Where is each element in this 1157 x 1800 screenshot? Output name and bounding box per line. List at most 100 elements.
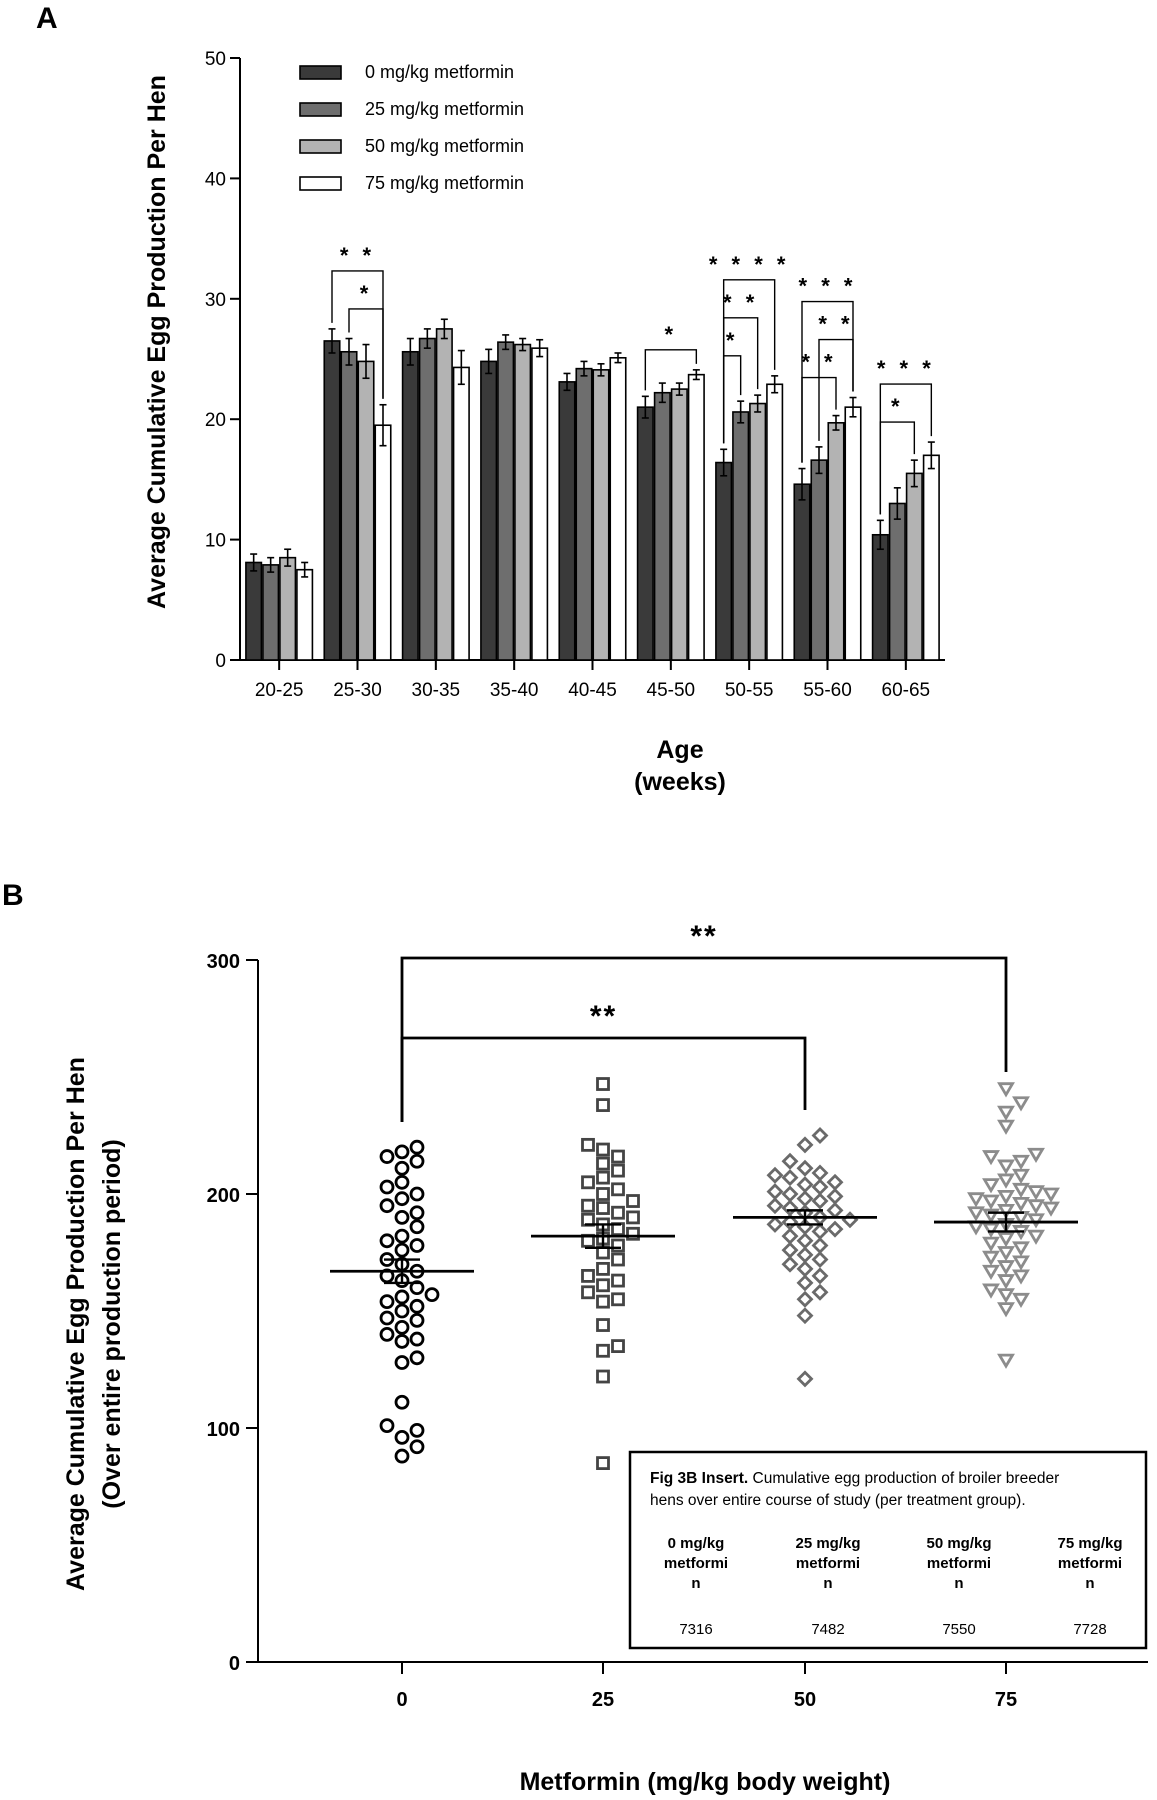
panel-a-xtick-label: 35-40	[490, 680, 539, 701]
panel-a-ytick-label: 0	[215, 651, 226, 672]
insert-column-header: n	[1085, 1575, 1094, 1592]
panel-a-bar	[418, 337, 436, 661]
panel-b-ytick-label: 200	[207, 1185, 240, 1207]
panel-a-xtick-label: 25-30	[333, 680, 382, 701]
panel-b-point	[379, 1198, 395, 1214]
panel-b-point	[394, 1160, 410, 1176]
panel-b-point	[394, 1334, 410, 1349]
panel-b-point	[394, 1210, 410, 1225]
panel-b-point	[1012, 1182, 1030, 1199]
panel-a-xtick-label: 60-65	[882, 680, 931, 701]
panel-b-point	[811, 1178, 829, 1196]
panel-b-point	[997, 1232, 1015, 1248]
insert-column-header: 75 mg/kg	[1057, 1535, 1122, 1552]
panel-b-point	[409, 1422, 425, 1438]
panel-b-point	[596, 1077, 610, 1091]
panel-a-legend-swatch	[299, 102, 342, 117]
panel-b-sig-bracket	[400, 956, 1008, 1122]
panel-b-point	[596, 1098, 610, 1112]
panel-a-sig-bracket	[644, 349, 698, 391]
panel-a-legend-swatch	[299, 139, 342, 154]
panel-b-point	[611, 1292, 625, 1307]
panel-b-point	[982, 1208, 1000, 1224]
panel-b-point	[811, 1251, 829, 1268]
panel-a-ytick-label: 40	[205, 169, 226, 190]
panel-a-xlabel-units: (weeks)	[634, 768, 726, 796]
panel-b-point	[1027, 1185, 1045, 1201]
panel-b-point	[379, 1327, 395, 1342]
panel-b-point	[409, 1350, 425, 1366]
panel-b-point	[811, 1237, 829, 1254]
panel-b-point	[581, 1198, 595, 1213]
insert-column-value: 7482	[811, 1621, 844, 1638]
panel-b-point	[409, 1280, 425, 1295]
panel-b-sig-label: **	[690, 920, 717, 953]
panel-b-label: B	[2, 879, 24, 912]
panel-b-ytick-label: 300	[207, 951, 240, 973]
panel-b-point	[596, 1170, 610, 1185]
panel-b-point	[611, 1149, 625, 1164]
panel-b-point	[1012, 1168, 1030, 1185]
panel-b-point	[982, 1150, 1000, 1166]
panel-a-sig-label: * * *	[877, 356, 935, 381]
panel-b-point	[379, 1310, 395, 1326]
panel-a-ytick-label: 20	[205, 410, 226, 431]
panel-b-point	[826, 1173, 844, 1191]
panel-b-point	[997, 1203, 1015, 1220]
panel-b-point	[967, 1206, 985, 1222]
panel-b-point	[379, 1233, 395, 1249]
panel-a-ytick-label: 50	[205, 49, 226, 70]
panel-a-bar	[670, 388, 688, 661]
panel-a-sig-bracket	[801, 376, 837, 463]
panel-b-point	[596, 1294, 610, 1309]
panel-a-bar	[558, 381, 576, 661]
panel-b-point	[409, 1312, 425, 1328]
panel-b-point	[409, 1238, 425, 1253]
panel-b-point	[841, 1211, 859, 1229]
panel-b-point	[997, 1119, 1015, 1135]
panel-a-sig-label: * *	[723, 290, 758, 315]
panel-b-point	[596, 1343, 610, 1358]
panel-a-legend-label: 75 mg/kg metformin	[365, 173, 524, 193]
panel-a-bar	[636, 406, 654, 661]
panel-a-xlabel: Age	[656, 736, 703, 764]
panel-b-point	[626, 1210, 640, 1225]
panel-b-point	[1042, 1187, 1060, 1203]
panel-b-point	[796, 1190, 814, 1208]
panel-a-bar	[452, 366, 470, 661]
insert-title-bold: Fig 3B Insert.	[650, 1470, 748, 1487]
panel-a-bar	[766, 383, 784, 661]
panel-b-point	[997, 1302, 1015, 1318]
panel-a-bar	[844, 406, 862, 661]
panel-a-bar	[687, 373, 705, 661]
panel-a-bar	[340, 350, 358, 661]
panel-b-point	[409, 1153, 425, 1169]
panel-b-point	[409, 1331, 425, 1347]
panel-a-legend-label: 0 mg/kg metformin	[365, 62, 514, 82]
panel-b-point	[811, 1222, 829, 1240]
panel-b-point	[766, 1183, 784, 1201]
panel-b-point	[796, 1232, 814, 1250]
insert-column-header: 0 mg/kg	[668, 1535, 725, 1552]
panel-b-point	[997, 1105, 1015, 1121]
insert-column-value: 7550	[942, 1621, 975, 1638]
panel-b-point	[394, 1228, 410, 1244]
panel-b-point	[379, 1418, 395, 1434]
panel-b-point	[796, 1307, 814, 1325]
panel-a-bar	[793, 483, 811, 661]
panel-b-point	[596, 1369, 610, 1384]
panel-a-sig-label: * *	[340, 243, 375, 268]
panel-a-legend-label: 50 mg/kg metformin	[365, 136, 524, 156]
panel-b-point	[781, 1199, 799, 1217]
insert-column-header: n	[691, 1575, 700, 1592]
panel-b-point	[781, 1227, 799, 1245]
panel-b-point	[379, 1179, 395, 1195]
panel-b-point	[1012, 1241, 1030, 1257]
panel-a-chart: 0 10 20 30 40 50 20-25 25-30 30-35 35-40 40-45 45-5…	[205, 49, 945, 701]
panel-b-point	[997, 1189, 1015, 1206]
panel-a-bar	[374, 424, 392, 661]
panel-a-sig-bracket	[879, 421, 916, 515]
panel-a-bar	[749, 402, 767, 661]
panel-b-point	[766, 1166, 784, 1184]
